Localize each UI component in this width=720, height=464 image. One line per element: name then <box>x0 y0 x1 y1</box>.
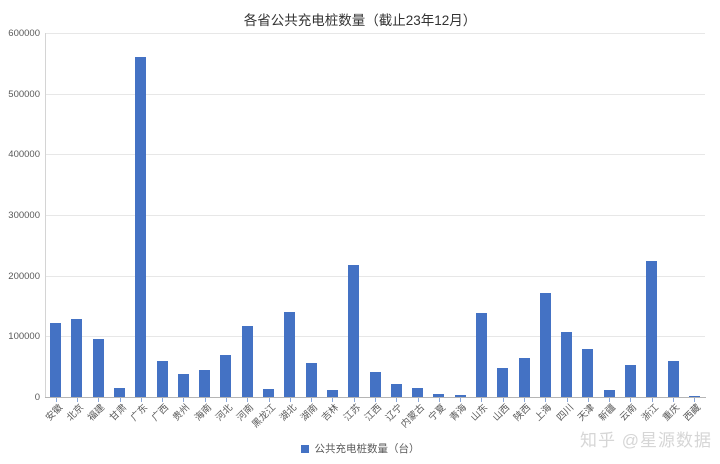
x-axis-tick <box>353 398 355 402</box>
bar-河北 <box>220 355 232 397</box>
chart-title: 各省公共充电桩数量（截止23年12月） <box>243 13 477 28</box>
gridline-100000 <box>45 336 705 338</box>
x-axis-tick <box>694 398 696 402</box>
y-tick-label: 500000 <box>8 88 40 100</box>
bar-新疆 <box>603 390 615 397</box>
x-axis-tick <box>438 398 440 402</box>
legend-label: 公共充电桩数量（台） <box>314 443 420 455</box>
x-axis-line <box>45 397 706 398</box>
bar-湖南 <box>305 363 317 397</box>
x-axis-tick <box>332 398 334 402</box>
x-axis-tick <box>460 398 462 402</box>
bar-吉林 <box>326 390 338 397</box>
x-axis-tick <box>225 398 227 402</box>
bar-青海 <box>454 395 466 397</box>
gridline-400000 <box>45 154 705 156</box>
x-axis-tick <box>162 398 164 402</box>
plot-area <box>45 33 705 397</box>
bar-安徽 <box>50 323 62 397</box>
bar-宁夏 <box>433 394 445 397</box>
legend: 公共充电桩数量（台） <box>0 441 720 456</box>
x-axis-tick <box>204 398 206 402</box>
x-axis-tick <box>651 398 653 402</box>
x-axis-tick <box>545 398 547 402</box>
gridline-500000 <box>45 93 705 95</box>
x-axis-tick <box>98 398 100 402</box>
x-axis-tick <box>566 398 568 402</box>
bar-湖北 <box>284 312 296 397</box>
y-tick-label: 200000 <box>8 270 40 282</box>
x-axis-tick <box>247 398 249 402</box>
bar-河南 <box>241 326 253 397</box>
bar-甘肃 <box>114 388 126 397</box>
gridline-600000 <box>45 33 705 34</box>
gridline-200000 <box>45 275 705 277</box>
x-axis-tick <box>587 398 589 402</box>
x-axis-tick <box>524 398 526 402</box>
x-axis-tick <box>289 398 291 402</box>
y-axis-line <box>45 33 46 397</box>
bar-四川 <box>561 332 573 397</box>
bar-浙江 <box>646 261 658 397</box>
bar-上海 <box>539 293 551 397</box>
bar-江西 <box>369 372 381 397</box>
bar-云南 <box>624 365 636 397</box>
x-axis-tick <box>76 398 78 402</box>
legend-marker-icon <box>300 444 309 453</box>
bar-辽宁 <box>390 384 402 397</box>
y-tick-label: 300000 <box>8 210 40 221</box>
bar-广西 <box>156 361 168 397</box>
bar-山西 <box>497 368 509 397</box>
bar-广东 <box>135 57 147 397</box>
x-axis-tick <box>673 398 675 402</box>
x-axis-tick <box>183 398 185 402</box>
x-axis-tick <box>630 398 632 402</box>
x-axis-tick <box>502 398 504 402</box>
bar-重庆 <box>667 361 679 397</box>
x-axis-tick <box>268 398 270 402</box>
bar-贵州 <box>177 374 189 397</box>
gridline-300000 <box>45 215 705 216</box>
x-axis-tick <box>311 398 313 402</box>
x-axis-tick <box>609 398 611 402</box>
x-axis-tick <box>417 398 419 402</box>
bar-福建 <box>92 339 104 397</box>
bar-黑龙江 <box>263 389 275 397</box>
bar-陕西 <box>518 358 530 397</box>
y-tick-label: 0 <box>34 392 40 403</box>
x-axis-tick <box>481 398 483 402</box>
bar-江苏 <box>348 265 360 397</box>
x-axis-tick <box>55 398 57 402</box>
bar-天津 <box>582 349 594 397</box>
x-axis-tick <box>396 398 398 402</box>
x-axis-tick <box>119 398 121 402</box>
y-tick-label: 400000 <box>8 149 40 161</box>
bar-北京 <box>71 319 83 397</box>
bar-内蒙古 <box>412 388 424 397</box>
watermark: 知乎 @星源数据 <box>580 431 712 450</box>
bar-山东 <box>475 313 487 397</box>
bar-海南 <box>199 370 211 397</box>
y-tick-label: 100000 <box>8 331 40 343</box>
x-axis-tick <box>375 398 376 402</box>
bar-西藏 <box>688 396 700 397</box>
y-tick-label: 600000 <box>8 28 40 39</box>
x-axis-tick <box>140 398 142 402</box>
